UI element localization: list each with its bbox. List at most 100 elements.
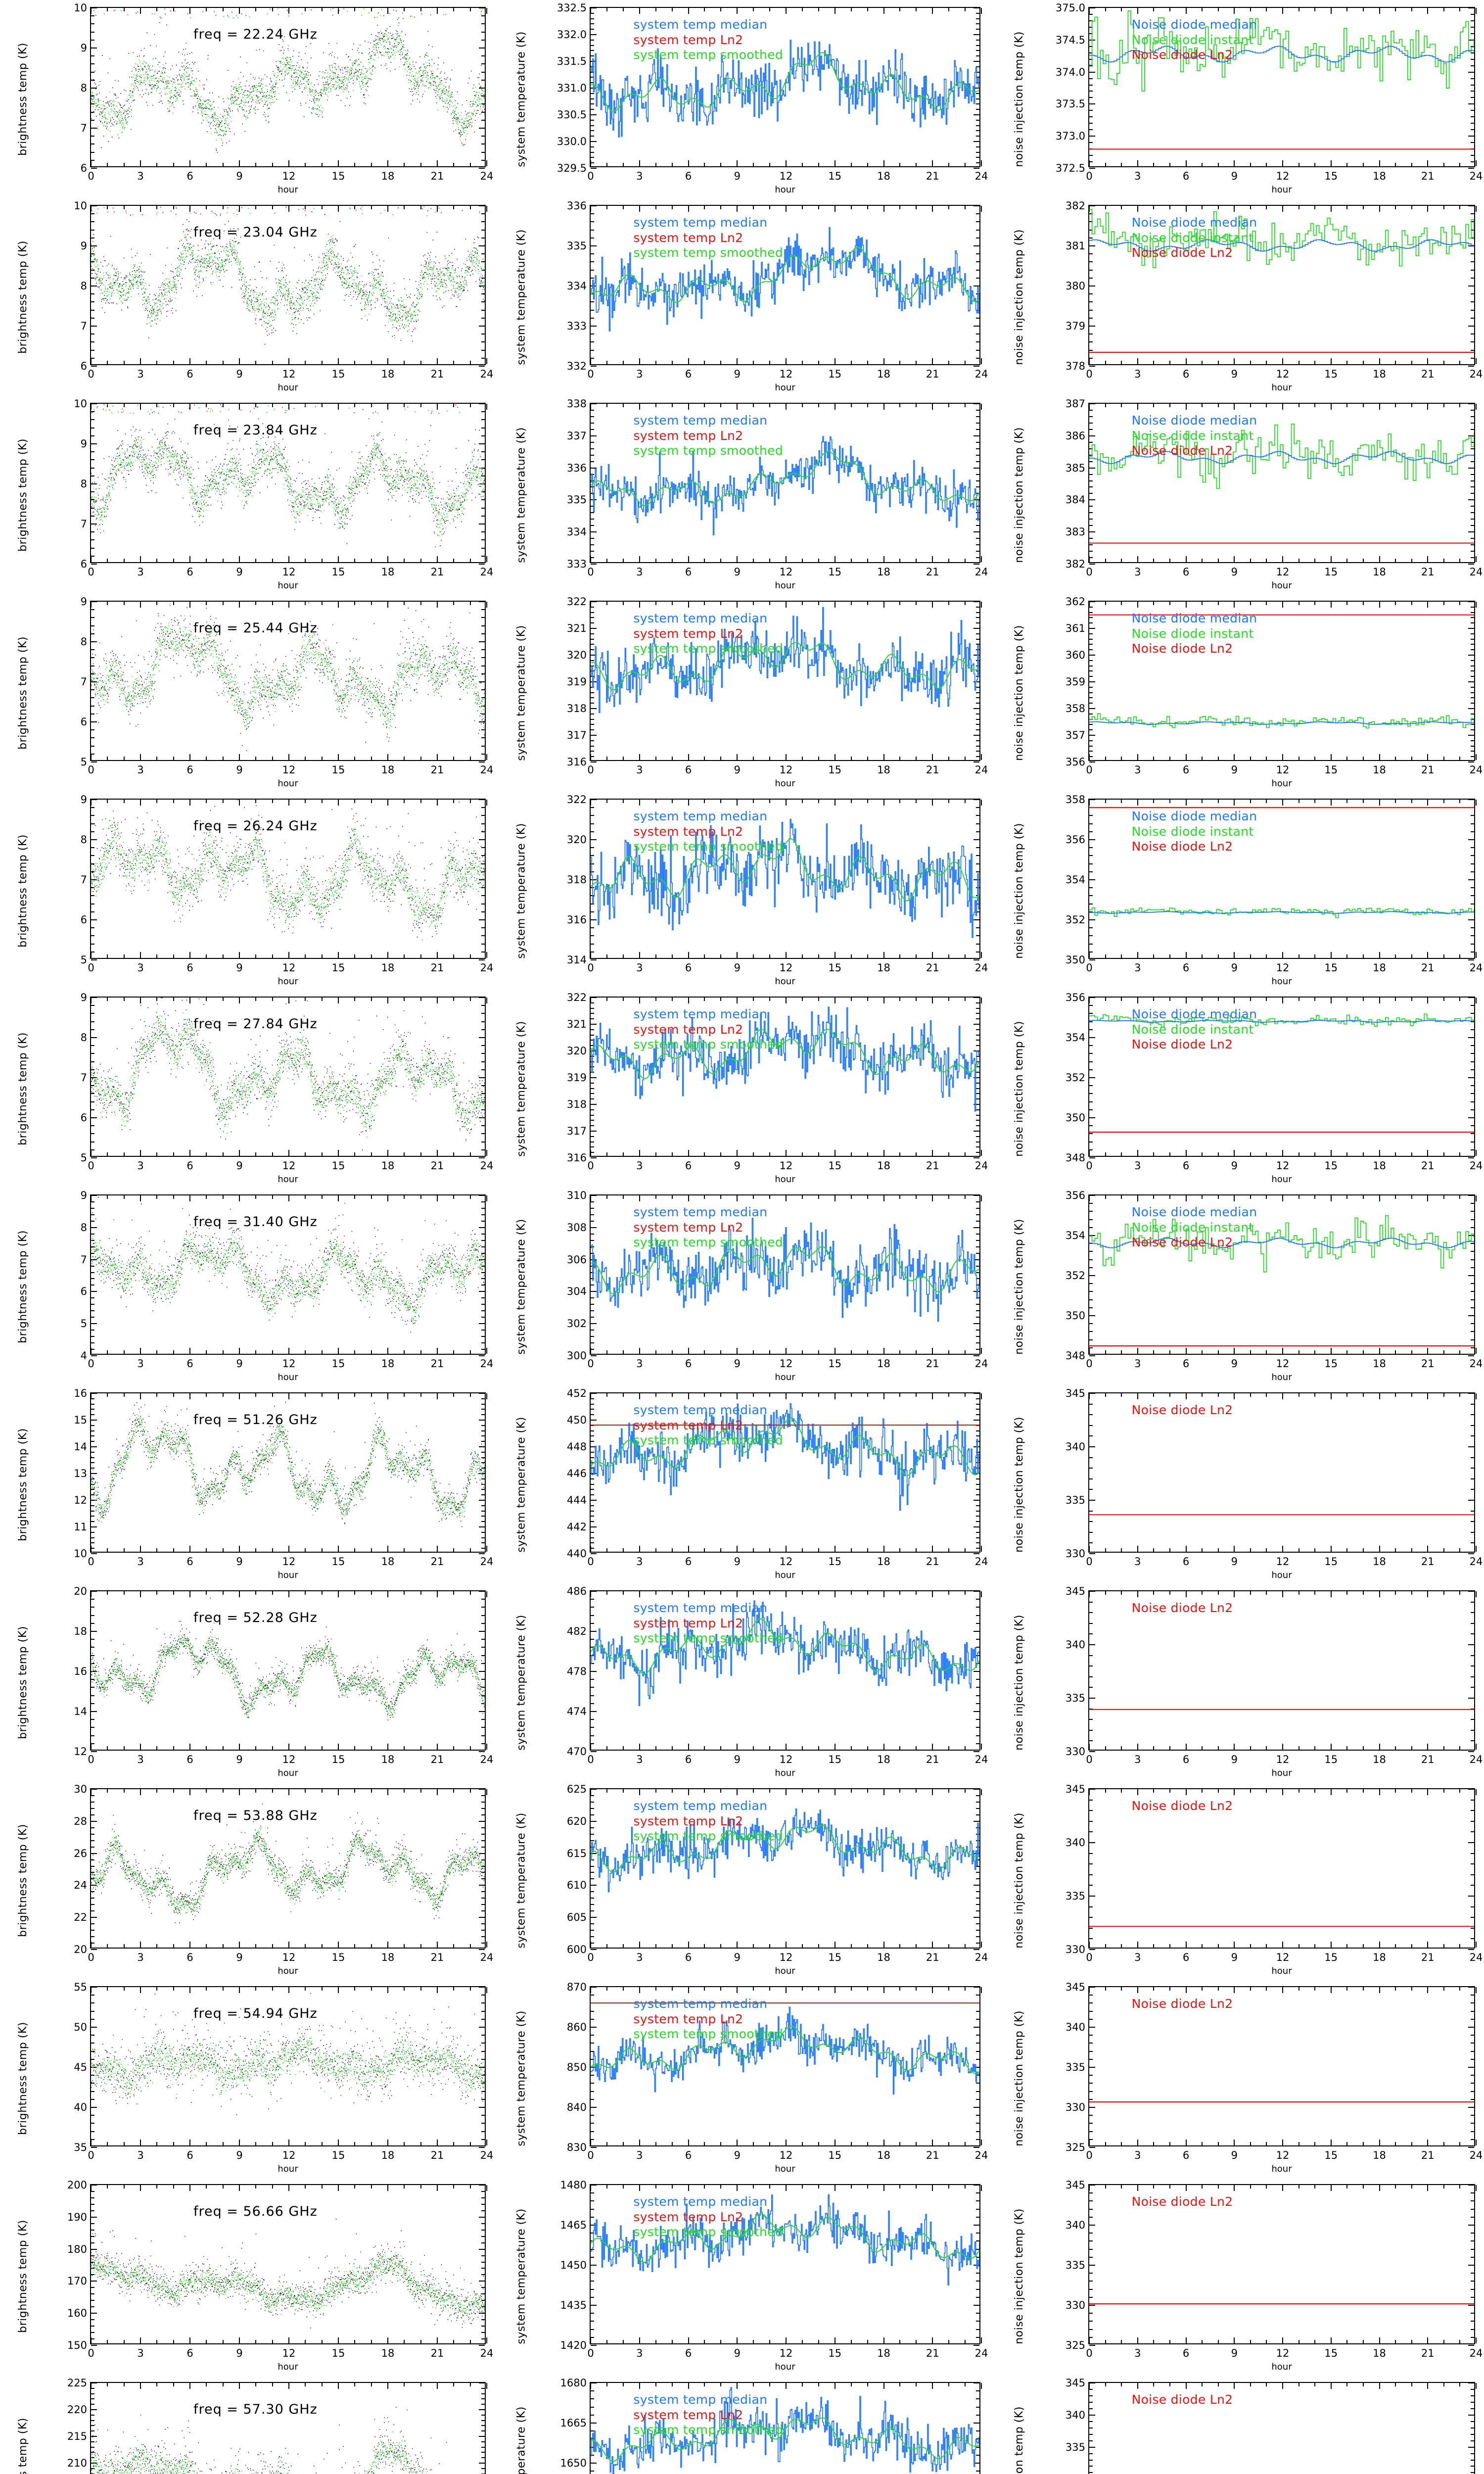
y-tick-label: 316 — [566, 914, 587, 926]
x-tick-mark — [1427, 160, 1429, 166]
y-tick-mark — [591, 168, 597, 169]
y-tick-label: 373.0 — [1055, 130, 1085, 143]
x-tick-label: 24 — [974, 368, 988, 380]
x-tick-label: 15 — [1324, 1358, 1338, 1370]
y-tick-mark-right — [479, 1751, 485, 1752]
x-tick-label: 12 — [282, 2149, 296, 2161]
noise-diode-instant-line — [1089, 10, 1474, 92]
plot-frame: 348 350 352 354 356 0 3 6 9 12 15 18 21 24 Noise diode… — [1066, 1189, 1483, 1370]
x-tick-minor-top — [1121, 8, 1122, 11]
y-tick-minor-right — [976, 29, 979, 30]
x-tick-mark-top — [387, 8, 388, 14]
y-tick-mark-right — [1468, 1553, 1474, 1554]
plot-frame: 1420 1435 1450 1465 1480 0 3 6 9 12 15 18 21 24 system… — [560, 2179, 988, 2359]
x-tick-mark-top — [239, 206, 240, 212]
x-tick-mark-top — [639, 206, 640, 212]
brightness-smoothed-points — [91, 2252, 485, 2324]
y-tick-minor — [591, 269, 594, 271]
y-tick-label: 7 — [80, 1072, 87, 1084]
x-tick-mark-top — [486, 2383, 487, 2389]
y-tick-minor — [1089, 84, 1093, 86]
x-tick-label: 18 — [381, 962, 395, 974]
x-tick-mark — [486, 754, 487, 760]
x-tick-label: 6 — [1182, 1951, 1190, 1963]
y-tick-mark-right — [1468, 1355, 1474, 1356]
y-tick-minor — [1089, 78, 1093, 79]
x-tick-mark — [1089, 358, 1090, 364]
system-temp-panel-row-6: system temperature (K) hour 316 317 318 319 32… — [495, 990, 989, 1188]
y-tick-minor-right — [976, 93, 979, 94]
x-tick-label: 6 — [186, 170, 193, 182]
y-tick-minor-right — [481, 111, 485, 113]
x-tick-label: 6 — [186, 1951, 193, 1963]
y-tick-minor — [591, 261, 594, 263]
x-tick-mark-top — [981, 404, 982, 410]
x-tick-label: 9 — [734, 2149, 741, 2161]
x-tick-label: 3 — [636, 1754, 643, 1765]
brightness-panel-row-1: brightness temp (K) hour 6 7 8 9 10 0 3 6 9 12 15 18 2… — [0, 0, 495, 198]
x-tick-label: 18 — [877, 1951, 890, 1963]
y-tick-mark — [91, 88, 97, 89]
y-tick-mark — [1089, 136, 1095, 137]
x-tick-label: 18 — [1373, 566, 1386, 578]
y-tick-mark-right — [1468, 39, 1474, 41]
y-tick-minor — [91, 317, 94, 319]
x-tick-minor — [916, 163, 917, 166]
x-tick-minor-top — [173, 206, 174, 209]
x-tick-minor — [606, 361, 607, 364]
y-tick-label: 16 — [74, 1387, 87, 1399]
x-tick-label: 0 — [88, 962, 94, 974]
x-tick-mark-top — [486, 1987, 487, 1993]
y-axis-label: noise injection temp (K) — [1013, 1812, 1025, 1949]
y-tick-mark-right — [1468, 168, 1474, 169]
y-tick-minor-right — [1471, 123, 1474, 124]
x-tick-label: 18 — [1373, 2149, 1386, 2161]
x-tick-mark — [486, 952, 487, 958]
y-tick-mark-right — [479, 2147, 485, 2148]
y-tick-mark — [1089, 1355, 1095, 1356]
legend-entry: system temp smoothed — [633, 2027, 783, 2042]
y-tick-minor-right — [481, 333, 485, 335]
y-axis-label: system temperature (K) — [515, 1416, 528, 1553]
x-tick-label: 6 — [685, 566, 692, 578]
x-tick-minor — [321, 163, 323, 166]
x-tick-label: 18 — [1373, 2347, 1386, 2359]
y-tick-minor-right — [481, 103, 485, 105]
x-tick-label: 6 — [685, 1358, 692, 1370]
x-tick-mark-top — [1330, 8, 1332, 14]
x-tick-label: 6 — [1182, 170, 1190, 182]
y-tick-label: 317 — [566, 1125, 587, 1137]
legend: Noise diode Ln2 — [1132, 1799, 1233, 1814]
x-tick-minor — [123, 163, 125, 166]
x-tick-label: 18 — [1373, 962, 1386, 974]
x-tick-minor — [420, 163, 421, 166]
y-tick-minor-right — [976, 146, 979, 147]
x-tick-label: 9 — [236, 1754, 243, 1765]
x-tick-label: 24 — [480, 1556, 494, 1568]
x-tick-minor — [671, 163, 673, 166]
x-tick-label: 24 — [480, 1358, 494, 1370]
y-tick-label: 387 — [1065, 398, 1085, 410]
x-tick-label: 3 — [636, 2149, 643, 2161]
y-tick-label: 345 — [1065, 2179, 1085, 2191]
x-tick-label: 24 — [974, 962, 988, 974]
y-tick-minor-right — [1471, 110, 1474, 111]
plot-frame: 6 7 8 9 10 0 3 6 9 12 15 18 21 24 freq = 23.04 GHz — [74, 200, 493, 380]
x-axis-label: hour — [775, 580, 795, 591]
x-tick-label: 3 — [636, 1951, 643, 1963]
x-tick-label: 0 — [587, 2347, 594, 2359]
x-tick-label: 3 — [1134, 566, 1141, 578]
legend-entry: system temp smoothed — [633, 48, 783, 62]
x-axis-label: hour — [278, 778, 298, 789]
x-tick-minor-top — [453, 206, 455, 209]
legend-entry: Noise diode median — [1131, 215, 1257, 230]
x-tick-mark — [981, 358, 982, 364]
y-tick-mark — [91, 2345, 97, 2346]
x-tick-label: 3 — [137, 1358, 144, 1370]
y-tick-minor-right — [1471, 309, 1474, 311]
x-tick-minor-top — [671, 8, 673, 11]
x-tick-mark — [737, 358, 738, 364]
x-tick-label: 3 — [137, 566, 144, 578]
x-tick-label: 3 — [137, 764, 144, 776]
y-tick-mark — [1089, 205, 1095, 206]
